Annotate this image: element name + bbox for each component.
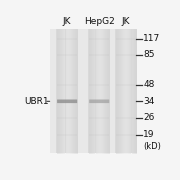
Text: 34: 34 [143,97,155,106]
Bar [57,134,77,136]
Text: HepG2: HepG2 [84,17,115,26]
Text: (kD): (kD) [143,142,161,151]
FancyBboxPatch shape [89,100,109,103]
Bar [89,134,109,136]
Bar [115,29,137,153]
Bar [50,29,137,153]
Text: 117: 117 [143,34,160,43]
Text: 26: 26 [143,113,155,122]
FancyBboxPatch shape [57,100,77,103]
Text: 85: 85 [143,50,155,59]
Bar [89,117,109,119]
Bar [88,29,110,153]
Bar [89,54,109,56]
Text: 19: 19 [143,130,155,139]
Bar [116,38,136,40]
Bar [116,117,136,119]
Text: JK: JK [122,17,130,26]
Bar [57,38,77,40]
Text: 48: 48 [143,80,155,89]
Bar [89,38,109,40]
Text: JK: JK [63,17,71,26]
Text: UBR1: UBR1 [25,97,49,106]
Bar [116,84,136,86]
Bar [116,134,136,136]
Bar [57,84,77,86]
Bar [57,117,77,119]
Bar [57,54,77,56]
Bar [89,84,109,86]
Bar [116,54,136,56]
Bar [56,29,78,153]
